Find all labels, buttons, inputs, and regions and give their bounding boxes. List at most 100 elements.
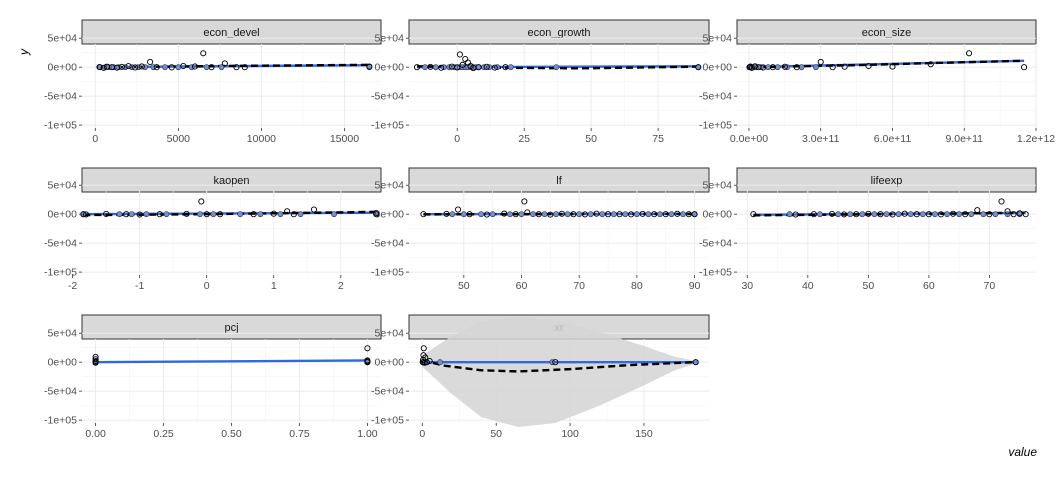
x-tick-label: 0 xyxy=(454,133,460,145)
data-point-open xyxy=(92,353,99,361)
data-point-filled xyxy=(530,211,536,218)
data-point-filled xyxy=(680,211,686,218)
y-tick-label: -1e+05 xyxy=(371,267,404,279)
strip-lf xyxy=(408,167,710,193)
y-tick-label: -1e+05 xyxy=(44,267,77,279)
x-tick-label: 6.0e+11 xyxy=(874,133,912,145)
x-tick-label: 50 xyxy=(862,280,874,292)
data-point-filled xyxy=(932,211,938,218)
confidence-band xyxy=(422,316,696,428)
panel-lifeexp: lifeexp 5e+04 0e+00 -5e+04 -1e+05 30 40 50 60 70 xyxy=(699,167,1037,292)
x-axis-title: value xyxy=(1008,445,1037,459)
data-point-open xyxy=(524,209,531,216)
data-point-filled xyxy=(919,211,926,218)
data-point-filled xyxy=(478,211,485,218)
y-tick-label: -5e+04 xyxy=(371,238,404,250)
y-axis-title: y xyxy=(17,48,31,56)
y-tick-label: 5e+04 xyxy=(48,180,78,192)
y-tick-label: 0e+00 xyxy=(48,62,78,74)
x-tick-label: -1 xyxy=(135,280,144,292)
data-point-filled xyxy=(968,211,975,218)
panel-lf: lf 5e+04 0e+00 -5e+04 -1e+05 50 60 70 80 90 xyxy=(371,167,710,292)
data-point-filled xyxy=(992,211,999,218)
y-tick-label: 5e+04 xyxy=(703,33,733,45)
data-point-open xyxy=(483,211,490,218)
data-point-open xyxy=(747,63,754,70)
data-point-open xyxy=(183,210,190,217)
data-point-filled xyxy=(944,211,950,218)
data-point-open xyxy=(156,211,163,218)
data-point-open xyxy=(501,210,508,217)
data-point-filled xyxy=(835,211,841,218)
data-point-open xyxy=(454,64,461,71)
data-point-open xyxy=(817,58,824,66)
x-tick-label: 0.00 xyxy=(85,428,106,440)
data-point-open xyxy=(420,211,427,218)
x-tick-label: 10000 xyxy=(247,133,276,145)
strip-pcj xyxy=(81,314,382,340)
data-point-open xyxy=(828,210,836,217)
data-point-filled xyxy=(507,211,513,218)
y-tick-label: -1e+05 xyxy=(371,120,404,132)
x-tick-label: 0 xyxy=(419,428,425,440)
x-tick-label: 150 xyxy=(635,428,653,440)
y-tick-label: 5e+04 xyxy=(48,328,78,340)
x-tick-label: 90 xyxy=(689,280,701,292)
data-point-open xyxy=(841,211,848,218)
data-point-filled xyxy=(331,211,337,218)
y-tick-label: 5e+04 xyxy=(375,328,405,340)
data-point-filled xyxy=(297,211,304,218)
y-tick-label: -1e+05 xyxy=(371,415,404,427)
y-tick-label: -1e+05 xyxy=(699,267,732,279)
data-point-open xyxy=(456,51,463,58)
data-point-open xyxy=(1016,210,1023,217)
data-point-filled xyxy=(449,211,456,218)
y-tick-label: 0e+00 xyxy=(703,62,733,74)
x-tick-label: 100 xyxy=(561,428,579,440)
x-tick-label: 0 xyxy=(92,133,98,145)
data-point-open xyxy=(986,211,993,218)
data-point-open xyxy=(96,63,103,71)
data-point-open xyxy=(200,50,207,57)
x-tick-label: 0.25 xyxy=(153,428,174,440)
data-point-open xyxy=(974,207,981,214)
data-point-open xyxy=(581,211,589,218)
data-point-open xyxy=(454,206,462,213)
x-tick-label: 70 xyxy=(573,280,585,292)
y-tick-label: -5e+04 xyxy=(371,91,404,103)
strip-label: kaopen xyxy=(213,175,249,187)
data-point-open xyxy=(413,64,421,71)
data-point-filled xyxy=(437,359,443,366)
data-point-open xyxy=(760,64,767,71)
data-point-open xyxy=(168,64,175,71)
data-point-open xyxy=(125,63,132,70)
data-point-open xyxy=(483,63,490,70)
data-point-open xyxy=(466,211,473,218)
data-point-filled xyxy=(143,211,150,218)
data-point-filled xyxy=(599,211,606,218)
data-point-filled xyxy=(553,64,560,71)
smooth-line xyxy=(95,359,368,364)
y-tick-label: -5e+04 xyxy=(371,386,404,398)
data-point-filled xyxy=(622,211,629,218)
data-point-open xyxy=(674,210,681,217)
y-tick-label: -1e+05 xyxy=(44,415,77,427)
strip-label: econ_size xyxy=(862,27,912,39)
data-point-open xyxy=(92,359,99,366)
y-tick-label: 0e+00 xyxy=(703,209,733,221)
x-tick-label: 50 xyxy=(458,280,470,292)
data-point-filled xyxy=(237,211,244,218)
data-point-filled xyxy=(907,211,914,218)
data-point-open xyxy=(792,211,799,218)
data-point-open xyxy=(552,359,559,366)
data-point-open xyxy=(233,64,240,71)
dashed-line xyxy=(96,63,370,69)
data-point-filled xyxy=(610,211,617,218)
data-point-filled xyxy=(895,211,902,218)
x-tick-label: 30 xyxy=(741,280,753,292)
data-point-open xyxy=(965,50,973,57)
data-point-open xyxy=(750,211,757,218)
data-point-open xyxy=(82,211,90,218)
x-tick-label: 1.00 xyxy=(357,428,378,440)
